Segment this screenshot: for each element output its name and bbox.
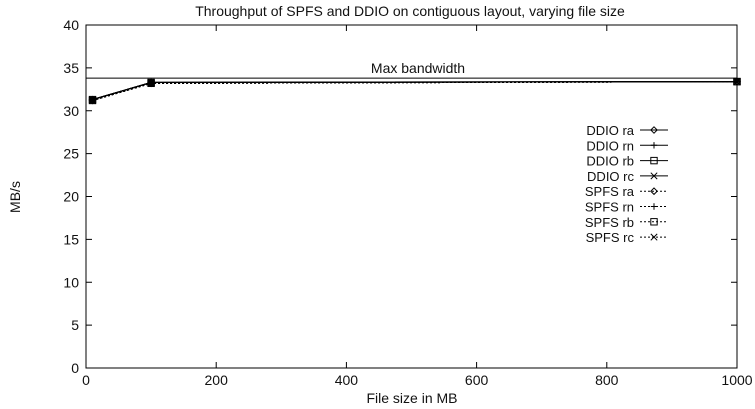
data-point-spfs-rb: [733, 77, 741, 86]
y-tick-label: 5: [71, 317, 79, 333]
x-tick-label: 0: [82, 372, 90, 388]
legend-marker-ddio-rb: [650, 156, 658, 165]
plot-frame: [85, 24, 738, 369]
series-line-spfs-rn: [92, 80, 738, 102]
legend-label-spfs-rn: SPFS rn: [585, 200, 634, 215]
legend-label-spfs-rb: SPFS rb: [585, 215, 634, 230]
legend-label-ddio-rc: DDIO rc: [587, 169, 634, 184]
series-line-spfs-rc: [92, 80, 738, 102]
data-point-spfs-rc: [733, 78, 741, 86]
legend-label-ddio-rb: DDIO rb: [586, 154, 634, 169]
y-tick-label: 35: [63, 60, 79, 76]
y-tick-label: 10: [63, 274, 79, 290]
y-tick-label: 40: [63, 17, 79, 33]
series-line-spfs-ra: [92, 80, 738, 102]
series-line-ddio-rc: [92, 80, 738, 101]
y-tick-label: 30: [63, 103, 79, 119]
series-line-ddio-rn: [92, 80, 738, 101]
legend-marker-spfs-rc: [650, 233, 658, 241]
x-tick-label: 400: [335, 372, 359, 388]
data-point-spfs-rc: [147, 79, 155, 87]
series-line-spfs-rb: [92, 80, 738, 102]
x-axis-label: File size in MB: [366, 390, 457, 406]
legend-marker-ddio-rc: [650, 172, 658, 180]
data-point-spfs-rb: [88, 96, 97, 105]
reference-line-group: Max bandwidth: [86, 60, 737, 79]
x-tick-label: 600: [465, 372, 489, 388]
legend-label-ddio-rn: DDIO rn: [586, 138, 634, 153]
legend-marker-spfs-ra: [650, 187, 658, 196]
series-line-ddio-ra: [92, 80, 738, 101]
series-group: [88, 77, 741, 105]
series-spfs-rc: [88, 78, 741, 105]
data-point-spfs-rc: [88, 96, 97, 105]
y-tick-label: 20: [63, 189, 79, 205]
x-tick-label: 800: [595, 372, 619, 388]
x-tick-label: 1000: [721, 372, 752, 388]
legend-label-ddio-ra: DDIO ra: [586, 123, 634, 138]
legend-marker-ddio-rn: [650, 142, 658, 149]
y-tick-label: 0: [71, 360, 79, 376]
chart-title: Throughput of SPFS and DDIO on contiguou…: [195, 3, 625, 19]
legend-label-spfs-rc: SPFS rc: [586, 230, 635, 245]
legend-marker-spfs-rn: [650, 203, 658, 210]
max-bandwidth-label: Max bandwidth: [371, 60, 465, 76]
legend-label-spfs-ra: SPFS ra: [585, 184, 635, 199]
y-tick-label: 15: [63, 231, 79, 247]
legend-marker-spfs-rb: [650, 218, 658, 226]
y-axis-label: MB/s: [7, 181, 23, 213]
x-tick-label: 200: [205, 372, 229, 388]
series-line-ddio-rb: [92, 80, 738, 101]
y-tick-label: 25: [63, 146, 79, 162]
legend-marker-ddio-ra: [650, 126, 658, 134]
